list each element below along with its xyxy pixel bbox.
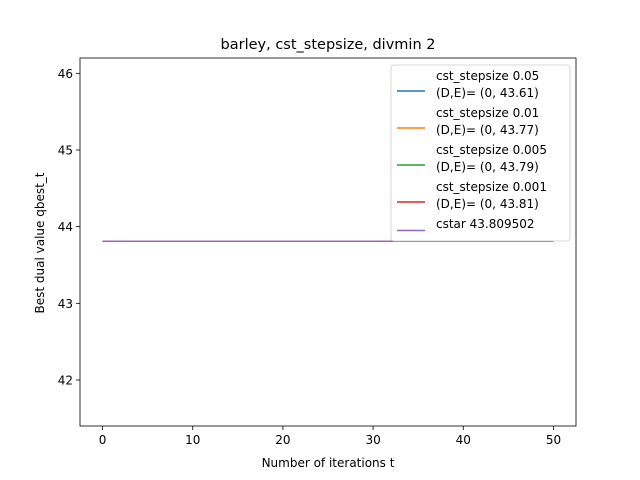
y-axis-label: Best dual value qbest_t bbox=[33, 172, 47, 313]
x-tick-label: 30 bbox=[365, 433, 380, 447]
legend-label-5: cstar 43.809502 bbox=[436, 217, 535, 231]
x-tick-label: 40 bbox=[456, 433, 471, 447]
axes: 0 10 20 30 40 50 42 43 44 45 46 bbox=[58, 57, 577, 447]
legend-label-2: cst_stepsize 0.01 (D,E)= (0, 43.77) bbox=[436, 106, 539, 137]
legend: cst_stepsize 0.05 (D,E)= (0, 43.61) cst_st… bbox=[390, 64, 571, 242]
legend-label-3: cst_stepsize 0.005 (D,E)= (0, 43.79) bbox=[436, 143, 547, 174]
y-tick-label: 45 bbox=[58, 144, 73, 158]
x-tick-label: 0 bbox=[99, 433, 107, 447]
legend-label-4: cst_stepsize 0.001 (D,E)= (0, 43.81) bbox=[436, 180, 547, 211]
legend-label-1: cst_stepsize 0.05 (D,E)= (0, 43.61) bbox=[436, 69, 539, 100]
y-tick-label: 44 bbox=[58, 220, 73, 234]
chart-title: barley, cst_stepsize, divmin 2 bbox=[221, 37, 436, 53]
y-tick-label: 43 bbox=[58, 297, 73, 311]
y-tick-label: 46 bbox=[58, 67, 73, 81]
x-tick-label: 20 bbox=[275, 433, 290, 447]
x-tick-label: 50 bbox=[546, 433, 561, 447]
y-tick-label: 42 bbox=[58, 374, 73, 388]
legend-box bbox=[390, 64, 571, 242]
x-tick-label: 10 bbox=[185, 433, 200, 447]
axes-frame bbox=[79, 57, 577, 427]
x-axis-label: Number of iterations t bbox=[262, 456, 395, 470]
